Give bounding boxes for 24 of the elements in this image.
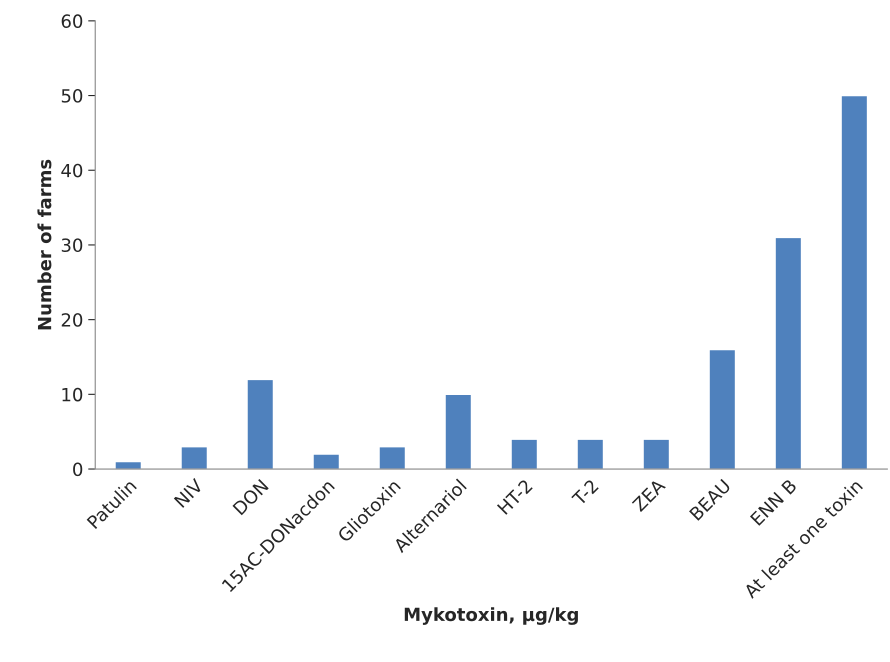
bar (378, 446, 406, 470)
y-tick-label: 60 (62, 14, 82, 28)
x-tick-label: ZEA (632, 478, 666, 512)
x-tick-label: T-2 (571, 478, 599, 506)
bar (774, 236, 802, 470)
y-tick-label: 50 (62, 89, 82, 103)
y-tick-label: 10 (62, 388, 82, 402)
bar (444, 394, 472, 470)
y-tick-label: 40 (61, 164, 82, 178)
bar (576, 438, 604, 470)
bar (510, 438, 538, 470)
y-axis-title: Number of farms (37, 160, 52, 330)
x-tick-label: NIV (174, 478, 204, 508)
bar (840, 94, 868, 470)
y-tick-label: 20 (62, 313, 82, 327)
x-axis-title: Mykotoxin, µg/kg (404, 607, 578, 625)
bar (312, 453, 340, 470)
bar (708, 348, 736, 470)
bar (180, 446, 208, 470)
bar (642, 438, 670, 470)
bar (114, 460, 142, 470)
y-tick-label: 30 (62, 238, 82, 252)
bar (246, 378, 274, 470)
y-tick-label: 0 (73, 462, 82, 476)
